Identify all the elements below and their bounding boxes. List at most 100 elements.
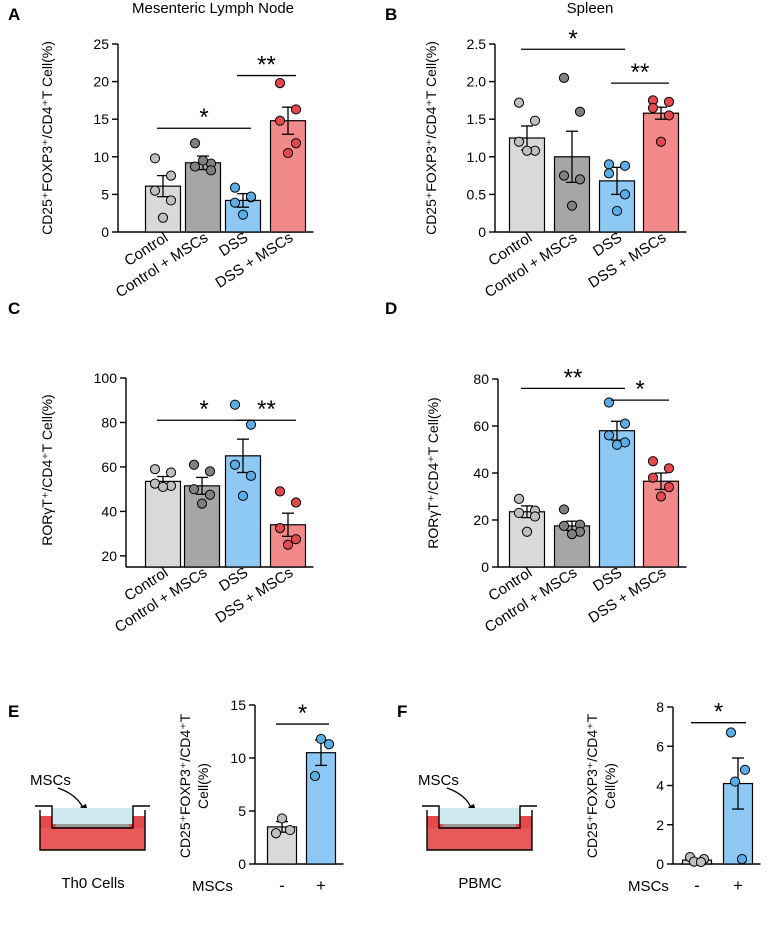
panel-letter-e: E bbox=[8, 702, 19, 721]
chart-b-y-axis-label: CD25⁺FOXP3⁺/CD4⁺T Cell(%) bbox=[423, 41, 439, 235]
diagram-f-membrane bbox=[443, 824, 516, 827]
chart-e-bar bbox=[305, 752, 337, 865]
chart-d-y-tick-label: 80 bbox=[473, 371, 489, 387]
chart-c-data-point bbox=[229, 459, 241, 470]
chart-d-data-point bbox=[663, 463, 675, 474]
chart-d-data-point bbox=[611, 439, 623, 450]
chart-a-significance-label: ** bbox=[257, 52, 276, 79]
chart-b-significance-label: * bbox=[568, 25, 577, 52]
chart-d-data-point bbox=[521, 526, 533, 537]
chart-c-data-point bbox=[165, 467, 177, 478]
chart-f-data-point bbox=[736, 853, 748, 865]
chart-c-bar bbox=[183, 485, 221, 568]
chart-c-data-point bbox=[274, 522, 286, 534]
chart-e-y-tick-label: 0 bbox=[238, 856, 246, 872]
chart-c-data-point bbox=[196, 498, 208, 509]
chart-e-category-label: + bbox=[316, 876, 326, 895]
chart-b-data-point bbox=[521, 145, 533, 156]
chart-f-y-tick-label: 6 bbox=[656, 738, 664, 754]
chart-b-data-point bbox=[619, 189, 631, 200]
diagram-f-medium bbox=[439, 808, 520, 824]
chart-f-y-tick-label: 2 bbox=[656, 817, 664, 833]
chart-a-data-point bbox=[157, 212, 169, 223]
chart-e-category-label: - bbox=[279, 876, 285, 895]
chart-b-significance-label: ** bbox=[631, 59, 650, 86]
panel-letter-f: F bbox=[397, 702, 407, 721]
chart-d-data-point bbox=[603, 397, 615, 408]
chart-a-y-axis-label: CD25⁺FOXP3⁺/CD4⁺T Cell(%) bbox=[39, 41, 55, 235]
chart-a-significance-label: * bbox=[199, 104, 208, 131]
chart-c-data-point bbox=[188, 459, 200, 470]
chart-f-y-tick-label: 0 bbox=[656, 856, 664, 872]
diagram-e-insert bbox=[35, 805, 150, 829]
chart-b-data-point bbox=[663, 110, 675, 121]
chart-b-data-point bbox=[513, 136, 525, 147]
chart-d-y-tick-label: 20 bbox=[473, 512, 489, 528]
chart-d-bar bbox=[598, 430, 636, 568]
chart-a-y-tick-label: 0 bbox=[101, 224, 109, 240]
diagram-e-well bbox=[39, 810, 146, 851]
chart-d-data-point bbox=[647, 472, 659, 483]
chart-a-data-point bbox=[274, 78, 286, 89]
chart-a-data-point bbox=[274, 115, 286, 126]
chart-c-data-point bbox=[157, 481, 169, 493]
panel-letter-a: A bbox=[8, 5, 20, 24]
chart-e-data-point bbox=[315, 733, 327, 745]
panel-b-title: Spleen bbox=[567, 0, 614, 17]
chart-a-y-tick-label: 15 bbox=[93, 111, 109, 127]
chart-f-data-point bbox=[725, 727, 737, 738]
chart-b-data-point bbox=[619, 160, 631, 171]
chart-d-y-axis-label: RORγT⁺/CD4⁺T Cell(%) bbox=[425, 397, 441, 548]
chart-d-y-tick-label: 40 bbox=[473, 465, 489, 481]
chart-e-y-tick-label: 10 bbox=[230, 750, 246, 766]
chart-c-data-point bbox=[188, 484, 200, 495]
chart-c-category-label: DSS + MSCs bbox=[212, 564, 296, 627]
chart-c-bar bbox=[144, 480, 182, 568]
chart-b-data-point bbox=[655, 136, 667, 147]
diagram-f-caption: PBMC bbox=[458, 875, 502, 892]
chart-c-data-point bbox=[149, 464, 161, 475]
chart-a-data-point bbox=[282, 147, 294, 159]
chart-a-data-point bbox=[205, 165, 217, 176]
chart-d-data-point bbox=[558, 504, 570, 515]
panel-letter-c: C bbox=[8, 299, 20, 318]
diagram-f-insert bbox=[422, 805, 537, 829]
chart-e-y-axis-label-line: Cell(%) bbox=[195, 763, 211, 809]
panel-letter-d: D bbox=[385, 299, 397, 318]
chart-f-data-point bbox=[729, 776, 741, 787]
chart-d-data-point bbox=[663, 482, 675, 493]
chart-b-data-point bbox=[513, 97, 525, 108]
chart-f-x-axis-label: MSCs bbox=[628, 878, 669, 895]
chart-b-data-point bbox=[574, 106, 586, 117]
chart-d-significance-label: ** bbox=[564, 364, 583, 391]
chart-b-data-point bbox=[603, 168, 615, 179]
chart-d-data-point bbox=[529, 511, 541, 522]
chart-b-data-point bbox=[574, 174, 586, 185]
chart-c-data-point bbox=[204, 489, 216, 500]
chart-a-data-point bbox=[290, 104, 302, 115]
chart-b-data-point bbox=[566, 200, 578, 211]
chart-e-significance-label: * bbox=[298, 700, 307, 727]
chart-b-y-tick-label: 1.0 bbox=[467, 149, 487, 165]
diagram-e-membrane bbox=[56, 824, 129, 827]
chart-b-data-point bbox=[558, 72, 570, 83]
chart-d-category-label: DSS + MSCs bbox=[585, 564, 669, 627]
chart-a-data-point bbox=[245, 191, 257, 202]
chart-a-data-point bbox=[229, 197, 241, 208]
chart-a-y-tick-label: 20 bbox=[93, 74, 109, 90]
chart-b-data-point bbox=[603, 159, 615, 170]
chart-c-significance-label: ** bbox=[257, 396, 276, 423]
diagram-f-arrow-label: MSCs bbox=[418, 772, 459, 789]
chart-e-x-axis-label: MSCs bbox=[192, 878, 233, 895]
chart-a-data-point bbox=[149, 153, 161, 164]
chart-a-bar bbox=[269, 120, 307, 233]
diagram-e-arrow bbox=[57, 787, 85, 811]
chart-a-data-point bbox=[165, 170, 177, 181]
chart-e-data-point bbox=[276, 813, 288, 824]
chart-a-y-tick-label: 10 bbox=[93, 149, 109, 165]
chart-panel-f: 0 2 4 6 8 - + * CD25⁺FOXP3⁺/CD4⁺T Cell(%) MSCs bbox=[584, 699, 761, 895]
chart-f-y-axis-label-line: Cell(%) bbox=[602, 763, 618, 809]
